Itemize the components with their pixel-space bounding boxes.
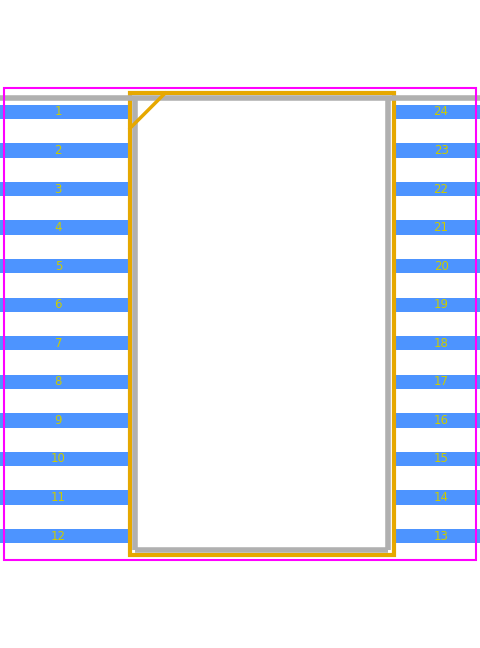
- Text: 7: 7: [55, 337, 62, 350]
- Bar: [0, 336, 130, 351]
- Text: 8: 8: [55, 375, 62, 388]
- Bar: [394, 529, 480, 543]
- Bar: [0, 259, 130, 273]
- Text: 13: 13: [434, 529, 448, 542]
- Text: 16: 16: [433, 414, 449, 427]
- Bar: [394, 336, 480, 351]
- Text: 19: 19: [433, 298, 449, 311]
- Bar: [0, 182, 130, 196]
- Text: 11: 11: [51, 491, 66, 504]
- Bar: [394, 182, 480, 196]
- Text: 20: 20: [434, 260, 448, 273]
- Text: 4: 4: [55, 221, 62, 234]
- Text: 3: 3: [55, 183, 62, 196]
- Text: 1: 1: [55, 106, 62, 119]
- Bar: [394, 413, 480, 428]
- Bar: [0, 413, 130, 428]
- Text: 6: 6: [55, 298, 62, 311]
- Bar: [394, 491, 480, 505]
- Bar: [0, 491, 130, 505]
- Text: 21: 21: [433, 221, 449, 234]
- Bar: [0, 375, 130, 389]
- Bar: [0, 452, 130, 466]
- Text: 15: 15: [434, 452, 448, 465]
- Text: 9: 9: [55, 414, 62, 427]
- Bar: [0, 143, 130, 157]
- Text: 22: 22: [433, 183, 449, 196]
- Text: 18: 18: [434, 337, 448, 350]
- Bar: [0, 529, 130, 543]
- Text: 14: 14: [433, 491, 449, 504]
- Text: 17: 17: [433, 375, 449, 388]
- Text: 10: 10: [51, 452, 66, 465]
- Text: 2: 2: [55, 144, 62, 157]
- Bar: [394, 375, 480, 389]
- Bar: [0, 105, 130, 119]
- Bar: [130, 93, 394, 555]
- Bar: [394, 259, 480, 273]
- Bar: [394, 297, 480, 312]
- Text: 5: 5: [55, 260, 62, 273]
- Bar: [394, 220, 480, 235]
- Text: 23: 23: [434, 144, 448, 157]
- Text: 24: 24: [433, 106, 449, 119]
- Bar: [394, 105, 480, 119]
- Bar: [0, 220, 130, 235]
- Bar: [394, 452, 480, 466]
- Bar: [0, 297, 130, 312]
- Bar: [394, 143, 480, 157]
- Text: 12: 12: [51, 529, 66, 542]
